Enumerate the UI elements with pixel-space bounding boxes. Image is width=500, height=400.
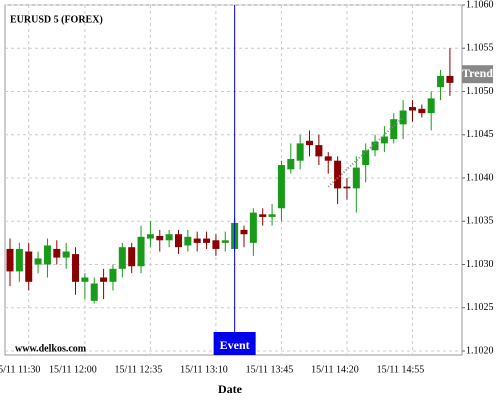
x-tick-label: 15/11 13:10: [180, 364, 228, 375]
trend-label-box: [462, 65, 493, 84]
y-tick-label: 1.1035: [466, 216, 494, 227]
candle-body: [296, 143, 304, 161]
candle-body: [34, 258, 42, 265]
trend-line: [327, 116, 404, 188]
candle-body: [287, 158, 295, 170]
y-tick-label: 1.1040: [466, 172, 494, 183]
candle-body: [15, 248, 23, 272]
candle-body: [371, 141, 379, 151]
candle-body: [446, 75, 454, 83]
chart-title: EURUSD 5 (FOREX): [10, 14, 103, 25]
y-tick-label: 1.1045: [466, 129, 494, 140]
x-axis-title: Date: [218, 382, 243, 396]
candle-body: [90, 283, 98, 301]
candle-body: [212, 240, 220, 249]
candle-body: [259, 214, 267, 217]
candle-body: [6, 248, 14, 272]
candle-body: [268, 214, 276, 217]
candle-body: [240, 229, 248, 235]
x-tick-label: 15/11 11:30: [0, 364, 40, 375]
candle-body: [352, 167, 360, 189]
candle-body: [146, 234, 154, 239]
y-tick-label: 1.1050: [466, 86, 494, 97]
candle-body: [334, 160, 342, 189]
event-label: Event: [220, 338, 250, 352]
candle-body: [118, 247, 126, 269]
x-tick-label: 15/11 12:35: [115, 364, 163, 375]
y-tick-label: 1.1030: [466, 259, 494, 270]
x-tick-label: 15/11 14:55: [377, 364, 425, 375]
candle-body: [324, 156, 332, 161]
candle-body: [315, 145, 323, 157]
candle-body: [156, 235, 164, 241]
x-tick-label: 15/11 13:45: [246, 364, 294, 375]
watermark: www.delkos.com: [15, 343, 87, 354]
candle-body: [249, 212, 257, 243]
event-label-box: [213, 332, 256, 355]
candle-body: [25, 251, 33, 282]
candle-body: [203, 238, 211, 243]
candle-body: [408, 107, 416, 111]
candle-body: [62, 251, 70, 258]
x-tick-label: 15/11 14:20: [311, 364, 359, 375]
candle-body: [306, 140, 314, 146]
candle-body: [418, 108, 426, 114]
candle-body: [184, 236, 192, 246]
y-tick-label: 1.1060: [466, 0, 494, 10]
candle-body: [362, 150, 370, 166]
candle-body: [81, 277, 89, 282]
candle-body: [427, 98, 435, 114]
candle-body: [100, 277, 108, 282]
candle-body: [399, 110, 407, 125]
candle-body: [128, 247, 136, 267]
candle-body: [53, 248, 61, 258]
candle-body: [137, 236, 145, 267]
y-tick-label: 1.1020: [466, 345, 494, 356]
candle-body: [437, 75, 445, 88]
candle-body: [109, 268, 117, 282]
candle-body: [221, 240, 229, 243]
x-tick-label: 15/11 12:00: [49, 364, 97, 375]
y-tick-label: 1.1055: [466, 43, 494, 54]
candle-body: [390, 119, 398, 140]
plot-frame: [4, 4, 463, 356]
candle-body: [193, 238, 201, 243]
y-tick-label: 1.1025: [466, 302, 494, 313]
candle-body: [380, 136, 388, 144]
trend-label: Trend: [462, 66, 493, 80]
candle-body: [343, 186, 351, 189]
candle-body: [165, 234, 173, 241]
candle-body: [174, 234, 182, 248]
candle-body: [72, 254, 80, 282]
candle-body: [277, 165, 285, 209]
candle-body: [43, 245, 51, 265]
